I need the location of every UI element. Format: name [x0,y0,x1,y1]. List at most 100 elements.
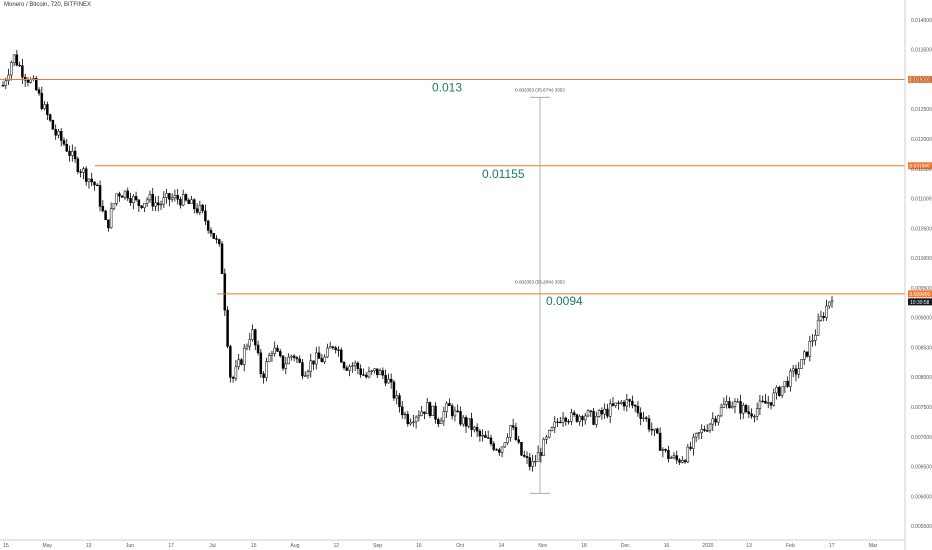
candle [658,427,662,451]
candle [345,365,349,372]
candle [109,202,113,229]
candle [811,334,814,347]
candle [608,399,612,424]
candle [786,376,789,388]
candle [750,408,753,419]
candle [827,301,831,309]
candle [82,166,85,180]
x-tick-label: 12 [334,543,340,549]
candle [714,415,717,427]
candle [115,193,118,206]
candle [242,343,246,372]
candle [40,86,44,111]
candle [470,412,473,437]
candle [650,422,654,436]
chart-title: Monero / Bitcoin, 720, BITFINEX [4,2,92,8]
candle [553,416,556,434]
candle [389,373,393,389]
x-tick-label: May [43,543,53,549]
candle [73,146,77,163]
candle [193,198,196,214]
candle [467,418,471,429]
candle [509,425,512,442]
x-tick-label: Feb [786,543,795,549]
candle [265,357,268,382]
time-axis: 15 May 13 Jun 17 Jul 15 Aug 12 Sep 16 Oct 14 Nov 18 Dec… [0,539,905,549]
level-price-tag: 0.009400 [908,290,932,298]
candle [595,411,598,428]
candle [381,367,385,380]
candle [348,364,351,377]
candle [794,364,798,382]
candle [606,403,609,419]
candle-series [1,50,834,472]
candle [353,360,357,372]
candle [583,413,587,425]
candle [54,124,57,140]
candle [190,195,193,204]
candle [140,205,143,210]
candle [35,76,38,91]
y-tick-label: 0.009500 [911,286,932,292]
candle [198,200,202,216]
candle [780,386,784,399]
candle [722,397,726,408]
candle [118,191,121,202]
candle [334,345,337,354]
candle [104,209,107,221]
level-annotation: 0.013 [432,80,462,94]
candle [456,404,459,413]
candle [123,190,127,201]
candle [511,418,515,431]
candle [96,183,99,187]
candle [678,458,681,466]
candle [87,178,91,189]
candle [254,328,257,351]
candle [364,372,368,379]
candle [51,119,55,130]
candle [65,138,69,153]
candle [273,341,276,357]
x-tick-label: 2020 [702,543,713,549]
candle [461,415,465,427]
x-tick-label: Nov [538,543,547,549]
candle [500,446,504,458]
candle [107,219,110,232]
candle [561,412,565,427]
candle [148,190,152,203]
candle [287,353,290,365]
candle [240,358,243,366]
x-tick-label: 15 [251,543,257,549]
candle [769,402,773,410]
candle [766,395,770,409]
candle [215,235,218,244]
candle [331,345,335,351]
y-tick-label: 0.011500 [911,167,932,173]
candle [816,313,820,336]
candle [744,403,748,414]
candle [578,414,581,426]
x-tick-label: 13 [746,543,752,549]
price-axis: 0.014000 0.013500 0.013000 0.012500 0.012000… [904,0,932,550]
candle [412,414,415,427]
candle [439,417,443,425]
x-tick-label: 18 [581,543,587,549]
candle [57,128,60,139]
candle [534,455,537,467]
candle [298,355,301,364]
candle [340,347,343,363]
x-tick-label: Jun [126,543,134,549]
candle [522,450,526,458]
candle [783,380,787,394]
y-tick-label: 0.008000 [911,375,932,381]
y-tick-label: 0.013500 [911,48,932,54]
candle [803,350,806,365]
level-price-tag: 0.013000 [908,75,932,83]
candle [170,193,174,203]
candle [711,412,715,432]
svg-text:0.013000: 0.013000 [910,77,931,83]
candle [179,196,182,209]
candle [262,371,265,384]
candle [556,418,559,427]
